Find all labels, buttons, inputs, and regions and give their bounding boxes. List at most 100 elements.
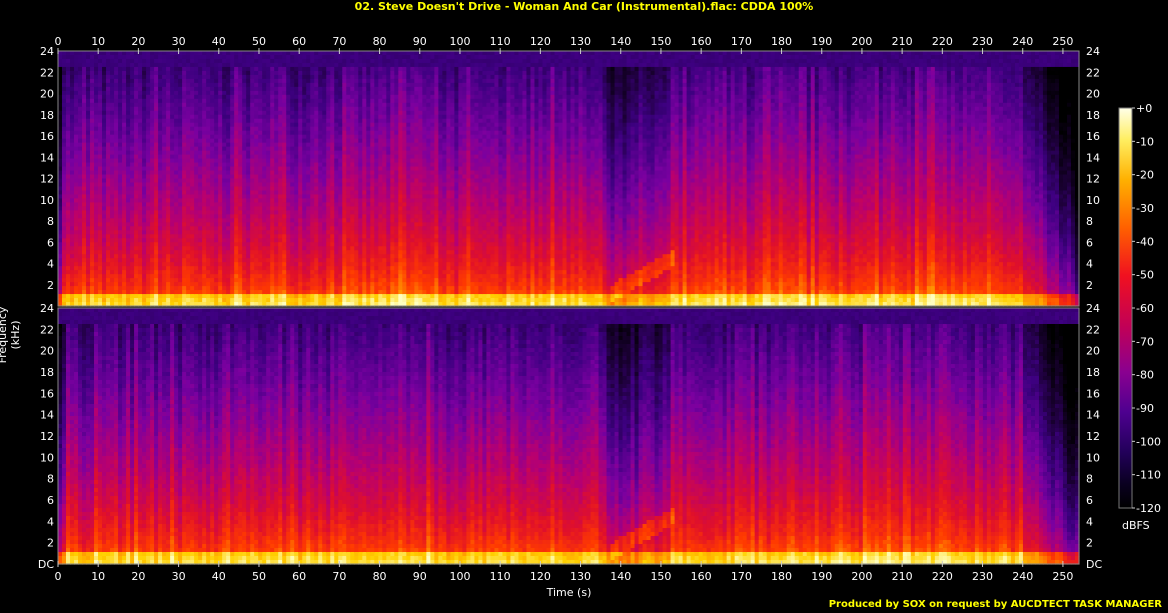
y-tick-label-left: 8 <box>47 473 54 486</box>
y-tick-label-right: 2 <box>1086 279 1093 292</box>
y-tick-label-left: 6 <box>47 494 54 507</box>
x-tick-label-bottom: 210 <box>892 570 913 583</box>
colorbar-tick-label: -20 <box>1136 169 1154 182</box>
y-tick-label-right: 16 <box>1086 130 1100 143</box>
y-tick-label-right: 10 <box>1086 451 1100 464</box>
y-tick-label-left: 2 <box>47 537 54 550</box>
colorbar-tick-label: -110 <box>1136 469 1161 482</box>
x-tick-label-top: 250 <box>1052 35 1073 48</box>
y-tick-label-left: 14 <box>40 151 54 164</box>
y-tick-label-left: 20 <box>40 88 54 101</box>
y-tick-label-right: 24 <box>1086 302 1100 315</box>
y-tick-label-left: 10 <box>40 194 54 207</box>
colorbar-tick-label: -70 <box>1136 335 1154 348</box>
x-tick-label-top: 0 <box>55 35 62 48</box>
x-tick-label-top: 160 <box>691 35 712 48</box>
y-tick-label-right: 14 <box>1086 409 1100 422</box>
x-tick-label-bottom: 100 <box>449 570 470 583</box>
x-tick-label-bottom: 170 <box>731 570 752 583</box>
x-tick-label-bottom: 10 <box>91 570 105 583</box>
x-tick-label-top: 240 <box>1012 35 1033 48</box>
footer-credit: Produced by SOX on request by AUCDTECT T… <box>829 599 1162 611</box>
y-tick-label-left: 12 <box>40 430 54 443</box>
x-tick-label-bottom: 90 <box>413 570 427 583</box>
x-tick-label-top: 100 <box>449 35 470 48</box>
x-tick-label-top: 180 <box>771 35 792 48</box>
x-tick-label-top: 190 <box>811 35 832 48</box>
x-tick-label-top: 70 <box>332 35 346 48</box>
y-tick-label-left: 24 <box>40 45 54 58</box>
x-tick-label-top: 170 <box>731 35 752 48</box>
y-tick-label-right: 16 <box>1086 387 1100 400</box>
y-tick-label-left: 14 <box>40 409 54 422</box>
x-tick-label-top: 210 <box>892 35 913 48</box>
y-tick-label-left: DC <box>38 558 54 571</box>
y-tick-label-right: 6 <box>1086 494 1093 507</box>
y-tick-label-right: 6 <box>1086 236 1093 249</box>
x-axis-label: Time (s) <box>0 586 1138 599</box>
x-tick-label-bottom: 70 <box>332 570 346 583</box>
x-tick-label-bottom: 220 <box>932 570 953 583</box>
x-tick-label-top: 30 <box>172 35 186 48</box>
y-tick-label-right: 8 <box>1086 473 1093 486</box>
x-tick-label-bottom: 110 <box>490 570 511 583</box>
y-tick-label-left: 4 <box>47 515 54 528</box>
y-tick-label-right: 4 <box>1086 258 1093 271</box>
spectrogram-channel-2 <box>58 308 1080 565</box>
y-tick-label-right: 12 <box>1086 430 1100 443</box>
x-tick-label-top: 40 <box>212 35 226 48</box>
x-tick-label-bottom: 40 <box>212 570 226 583</box>
y-tick-label-left: 16 <box>40 130 54 143</box>
y-tick-label-left: 2 <box>47 279 54 292</box>
y-tick-label-left: 8 <box>47 215 54 228</box>
y-tick-label-right: 24 <box>1086 45 1100 58</box>
x-tick-label-bottom: 250 <box>1052 570 1073 583</box>
x-tick-label-top: 140 <box>610 35 631 48</box>
y-tick-label-right: 22 <box>1086 323 1100 336</box>
x-tick-label-top: 230 <box>972 35 993 48</box>
y-tick-label-right: 8 <box>1086 215 1093 228</box>
x-tick-label-bottom: 180 <box>771 570 792 583</box>
y-tick-label-left: 22 <box>40 323 54 336</box>
y-tick-label-right: 18 <box>1086 366 1100 379</box>
x-tick-label-bottom: 200 <box>851 570 872 583</box>
colorbar: +0-10-20-30-40-50-60-70-80-90-100-110-12… <box>1119 102 1161 515</box>
y-tick-label-left: 10 <box>40 451 54 464</box>
colorbar-tick-label: -80 <box>1136 369 1154 382</box>
x-tick-label-top: 150 <box>650 35 671 48</box>
y-tick-label-right: 20 <box>1086 345 1100 358</box>
y-axis-label: Frequency (kHz) <box>0 295 22 375</box>
x-tick-label-bottom: 60 <box>292 570 306 583</box>
x-tick-label-top: 50 <box>252 35 266 48</box>
x-tick-label-bottom: 20 <box>131 570 145 583</box>
x-tick-label-top: 110 <box>490 35 511 48</box>
y-tick-label-right: DC <box>1086 558 1102 571</box>
colorbar-tick-label: -40 <box>1136 235 1154 248</box>
y-tick-label-right: 14 <box>1086 151 1100 164</box>
y-tick-label-left: 12 <box>40 173 54 186</box>
colorbar-tick-label: -100 <box>1136 435 1161 448</box>
y-tick-label-right: 2 <box>1086 537 1093 550</box>
y-tick-label-right: 22 <box>1086 66 1100 79</box>
x-tick-label-top: 20 <box>131 35 145 48</box>
x-tick-label-top: 200 <box>851 35 872 48</box>
x-tick-label-bottom: 30 <box>172 570 186 583</box>
x-tick-label-top: 60 <box>292 35 306 48</box>
x-tick-label-bottom: 140 <box>610 570 631 583</box>
x-tick-label-top: 90 <box>413 35 427 48</box>
x-tick-label-bottom: 80 <box>373 570 387 583</box>
colorbar-tick-label: -50 <box>1136 269 1154 282</box>
x-tick-label-bottom: 230 <box>972 570 993 583</box>
y-tick-label-left: 20 <box>40 345 54 358</box>
y-tick-label-right: 12 <box>1086 173 1100 186</box>
y-tick-label-right: 18 <box>1086 109 1100 122</box>
colorbar-gradient <box>1119 108 1132 508</box>
colorbar-tick-label: +0 <box>1136 102 1152 115</box>
colorbar-tick-label: -120 <box>1136 502 1161 515</box>
x-tick-label-bottom: 190 <box>811 570 832 583</box>
x-tick-label-bottom: 120 <box>530 570 551 583</box>
y-tick-label-right: 20 <box>1086 88 1100 101</box>
x-tick-label-bottom: 150 <box>650 570 671 583</box>
colorbar-tick-label: -90 <box>1136 402 1154 415</box>
